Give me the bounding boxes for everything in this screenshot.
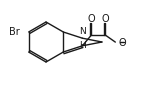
Text: O: O bbox=[102, 14, 109, 24]
Text: O: O bbox=[88, 14, 95, 24]
Text: Br: Br bbox=[9, 27, 20, 37]
Text: H: H bbox=[79, 41, 86, 50]
Text: O: O bbox=[118, 38, 126, 48]
Text: N: N bbox=[79, 27, 86, 36]
